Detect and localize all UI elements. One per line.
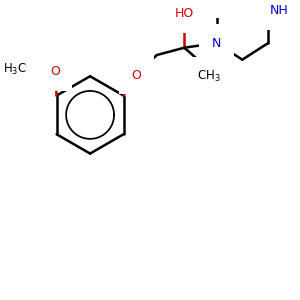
Text: NH: NH bbox=[270, 4, 289, 17]
Text: CH$_3$: CH$_3$ bbox=[197, 69, 221, 84]
Text: N: N bbox=[212, 37, 221, 50]
Text: O: O bbox=[50, 65, 60, 78]
Text: O: O bbox=[131, 69, 141, 82]
Text: H$_3$C: H$_3$C bbox=[3, 62, 27, 77]
Text: HO: HO bbox=[175, 7, 194, 20]
